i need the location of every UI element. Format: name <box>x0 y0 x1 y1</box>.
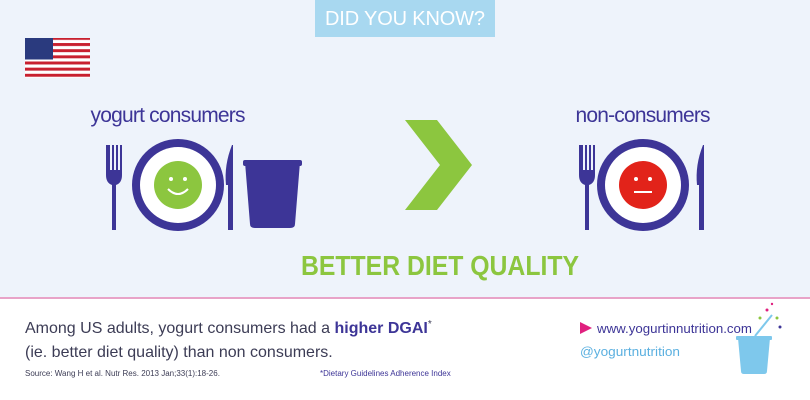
top-panel <box>0 0 810 298</box>
left-place-setting <box>106 139 302 231</box>
link-arrow <box>580 322 592 334</box>
yogurt-cup-icon <box>736 302 782 374</box>
website-link[interactable]: www.yogurtinnutrition.com <box>596 321 752 336</box>
statement-text: (ie. better diet quality) than non consu… <box>25 344 333 361</box>
left-label: yogurt consumers <box>91 104 246 127</box>
statement-text: Among US adults, yogurt consumers had a <box>25 320 330 337</box>
footnote-mark: * <box>428 319 432 330</box>
statement-emphasis: higher DGAI <box>335 320 428 337</box>
social-link[interactable]: @yogurtnutrition <box>580 344 680 359</box>
greater-than <box>405 120 472 210</box>
source: Source: Wang H et al. Nutr Res. 2013 Jan… <box>25 369 220 378</box>
banner-title: DID YOU KNOW? <box>325 8 485 30</box>
bottom-panel <box>0 298 810 400</box>
us-flag <box>25 38 90 78</box>
statement: Among US adults, yogurt consumers had a … <box>25 314 436 361</box>
right-place-setting <box>579 139 704 231</box>
banner <box>315 0 495 37</box>
footnote: *Dietary Guidelines Adherence Index <box>320 369 451 378</box>
right-label: non-consumers <box>576 104 711 127</box>
headline: BETTER DIET QUALITY <box>301 250 579 281</box>
